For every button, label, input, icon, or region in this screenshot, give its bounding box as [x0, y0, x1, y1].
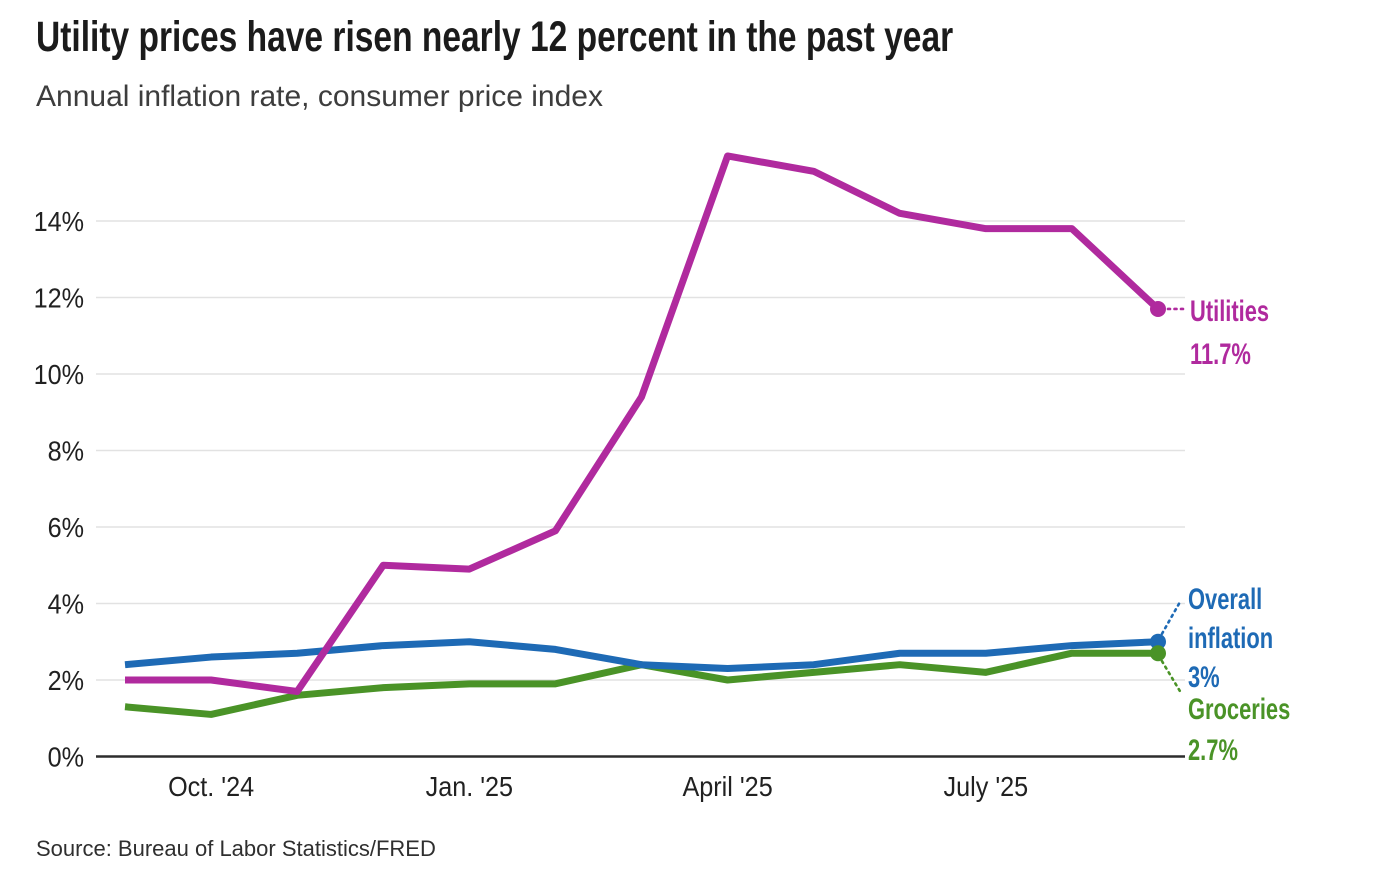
y-axis-tick-label: 10%: [34, 359, 84, 391]
series-line-overall-inflation: [124, 638, 1159, 673]
groceries-end-label: Groceries 2.7%: [1188, 689, 1290, 771]
overall-series-name-line1: Overall: [1188, 583, 1263, 616]
y-axis-tick-label: 2%: [48, 665, 84, 697]
x-axis-tick-label: Jan. '25: [426, 771, 513, 803]
y-axis-tick-label: 14%: [34, 206, 84, 238]
x-axis-tick-label: July '25: [944, 771, 1029, 803]
series-line-utilities: [125, 152, 1161, 695]
leader-line-groceries: [1160, 659, 1182, 693]
x-axis-tick-label: Oct. '24: [168, 771, 254, 803]
endpoint-dot-groceries: [1149, 645, 1166, 662]
overall-series-name-line2: inflation: [1188, 622, 1274, 655]
utilities-series-name: Utilities: [1190, 295, 1270, 328]
leader-line-overall-inflation: [1160, 602, 1181, 636]
y-axis-tick-label: 0%: [48, 741, 84, 773]
source-attribution: Source: Bureau of Labor Statistics/FRED: [36, 836, 436, 861]
chart-subtitle: Annual inflation rate, consumer price in…: [36, 80, 603, 113]
groceries-end-value: 2.7%: [1188, 734, 1238, 767]
endpoint-dot-overall-inflation: [1149, 633, 1166, 650]
chart-title: Utility prices have risen nearly 12 perc…: [36, 13, 954, 61]
overall-end-value: 3%: [1188, 661, 1220, 694]
y-axis-tick-label: 4%: [48, 588, 84, 620]
utilities-end-value: 11.7%: [1190, 338, 1251, 371]
endpoint-dot-utilities: [1149, 300, 1166, 317]
y-axis-tick-label: 8%: [48, 435, 84, 467]
overall-inflation-end-label: Overall inflation 3%: [1188, 580, 1273, 697]
y-axis-tick-label: 6%: [48, 512, 84, 544]
x-axis-tick-label: April '25: [682, 771, 772, 803]
utilities-end-label: Utilities 11.7%: [1190, 290, 1269, 376]
y-axis-tick-label: 12%: [34, 282, 84, 314]
groceries-series-name: Groceries: [1188, 693, 1291, 726]
